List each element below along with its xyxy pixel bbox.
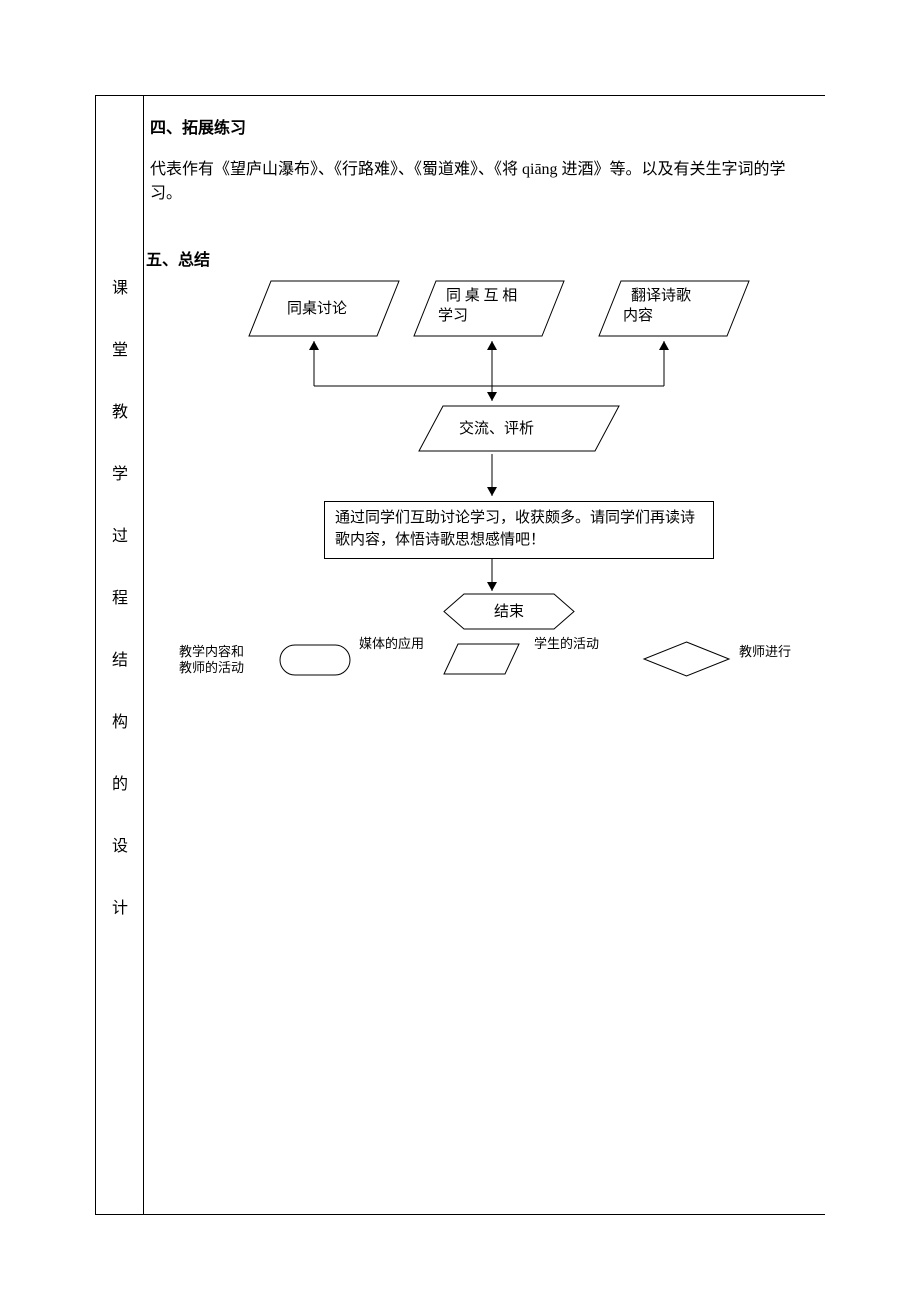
legend-label-1: 媒体的应用 bbox=[359, 636, 424, 653]
legend-shape-0 bbox=[279, 644, 351, 676]
legend-label-0-b: 教师的活动 bbox=[179, 660, 244, 677]
left-col-char: 构 bbox=[96, 708, 144, 732]
left-col-char: 计 bbox=[96, 894, 144, 918]
left-col-char: 学 bbox=[96, 460, 144, 484]
legend-shape-2 bbox=[644, 642, 731, 678]
left-column: 课堂教学过程结构的设计 bbox=[96, 96, 144, 1214]
left-col-char: 课 bbox=[96, 274, 144, 298]
main-content: 四、拓展练习 代表作有《望庐山瀑布》、《行路难》、《蜀道难》、《将 qiāng … bbox=[144, 96, 825, 1214]
legend-label-3: 教师进行 bbox=[739, 644, 791, 661]
left-col-char: 的 bbox=[96, 770, 144, 794]
left-col-char: 教 bbox=[96, 398, 144, 422]
legend-label-2: 学生的活动 bbox=[534, 636, 599, 653]
left-col-char: 结 bbox=[96, 646, 144, 670]
left-col-char: 程 bbox=[96, 584, 144, 608]
left-col-char: 设 bbox=[96, 832, 144, 856]
left-col-char: 堂 bbox=[96, 336, 144, 360]
left-col-char: 过 bbox=[96, 522, 144, 546]
legend-shape-1 bbox=[444, 644, 521, 676]
flowchart: 同桌讨论同 桌 互 相学习翻译诗歌内容交流、评析通过同学们互助讨论学习，收获颇多… bbox=[144, 96, 826, 796]
flow-edges bbox=[144, 96, 826, 716]
page-frame: 课堂教学过程结构的设计 四、拓展练习 代表作有《望庐山瀑布》、《行路难》、《蜀道… bbox=[95, 95, 825, 1215]
legend-label-0: 教学内容和 bbox=[179, 644, 244, 661]
